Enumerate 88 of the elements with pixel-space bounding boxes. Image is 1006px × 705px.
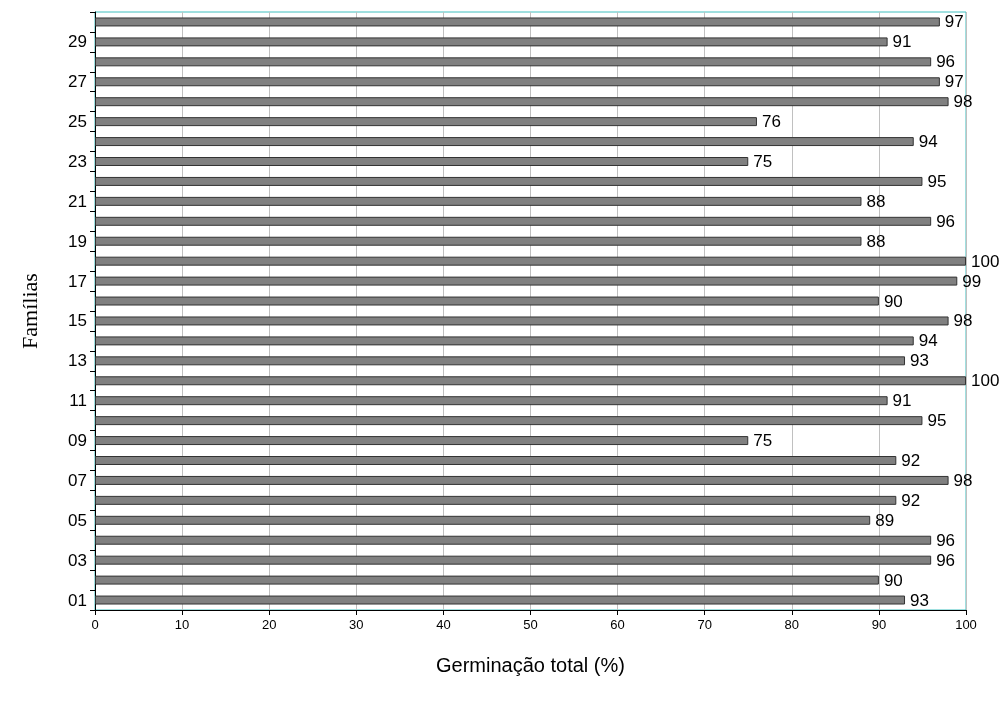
data-label: 95: [927, 411, 947, 431]
bar: [95, 376, 966, 386]
bar: [95, 535, 932, 545]
bar: [95, 117, 757, 127]
y-tick-label: 29: [68, 32, 87, 52]
data-label: 97: [944, 72, 964, 92]
y-tick-label: 25: [68, 112, 87, 132]
bar: [95, 37, 888, 47]
bar: [95, 416, 923, 426]
bar: [95, 276, 958, 286]
x-tick-label: 10: [174, 617, 190, 632]
data-label: 93: [910, 351, 929, 371]
x-tick-label: 30: [349, 617, 364, 632]
x-tick-label: 100: [955, 617, 977, 632]
y-tick-label: 15: [68, 311, 87, 331]
x-tick-label: 60: [610, 617, 625, 632]
data-label: 92: [901, 490, 921, 510]
x-axis-title: Germinação total (%): [436, 654, 625, 676]
bar: [95, 216, 932, 226]
data-label: 88: [866, 231, 886, 251]
y-tick-label: 21: [68, 191, 87, 211]
y-tick-label: 19: [68, 231, 87, 251]
bar: [95, 555, 932, 565]
bar: [95, 575, 879, 585]
data-label: 89: [875, 510, 895, 530]
data-label: 96: [936, 550, 956, 570]
bar: [95, 97, 949, 107]
bar: [95, 57, 932, 67]
data-label: 90: [883, 570, 903, 590]
data-label: 75: [753, 431, 773, 451]
data-label: 95: [927, 171, 947, 191]
y-axis-title: Famílias: [16, 273, 42, 349]
bar: [95, 196, 862, 206]
y-tick-label: 23: [68, 152, 87, 171]
data-label: 76: [761, 112, 781, 132]
bar: [95, 436, 749, 446]
data-label: 96: [936, 52, 956, 72]
data-label: 98: [953, 92, 973, 112]
x-tick-label: 70: [697, 617, 712, 632]
bar: [95, 316, 949, 326]
data-label: 75: [753, 152, 773, 171]
data-label: 94: [918, 132, 938, 152]
data-label: 98: [953, 311, 973, 331]
bar: [95, 495, 897, 505]
bar: [95, 475, 949, 485]
bar: [95, 336, 914, 346]
x-tick-label: 0: [91, 617, 99, 632]
y-tick-label: 13: [68, 351, 87, 371]
bar: [95, 296, 879, 306]
y-tick-label: 05: [68, 510, 87, 530]
bar: [95, 595, 906, 605]
bar: [95, 256, 966, 266]
bar: [95, 176, 923, 186]
data-label: 88: [866, 191, 886, 211]
bar: [95, 77, 940, 87]
bar: [95, 17, 940, 27]
y-tick-label: 09: [68, 431, 87, 451]
y-tick-label: 07: [68, 470, 87, 490]
data-label: 96: [936, 530, 956, 550]
bar: [95, 157, 749, 166]
y-tick-label: 03: [68, 550, 87, 570]
data-label: 94: [918, 331, 938, 351]
bar: [95, 456, 897, 465]
bar: [95, 356, 906, 366]
data-label: 97: [944, 12, 964, 32]
data-label: 96: [936, 211, 956, 231]
bar: [95, 515, 871, 525]
data-label: 92: [901, 451, 921, 470]
data-label: 93: [910, 590, 929, 610]
bar: [95, 137, 914, 147]
data-label: 99: [962, 271, 982, 291]
x-tick-label: 50: [523, 617, 538, 632]
bar: [95, 396, 888, 406]
data-label: 100: [971, 371, 1000, 391]
x-tick-label: 40: [436, 617, 451, 632]
data-label: 91: [892, 391, 912, 411]
y-tick-label: 11: [69, 391, 87, 411]
y-tick-label: 17: [68, 271, 87, 291]
data-label: 91: [892, 32, 912, 52]
y-tick-label: 27: [68, 72, 87, 92]
y-tick-label: 01: [68, 590, 87, 610]
data-label: 100: [971, 251, 1000, 271]
data-label: 98: [953, 470, 973, 490]
x-tick-label: 80: [784, 617, 800, 632]
x-tick-label: 20: [261, 617, 277, 632]
x-tick-label: 90: [871, 617, 887, 632]
bar: [95, 236, 862, 246]
data-label: 90: [883, 291, 903, 311]
